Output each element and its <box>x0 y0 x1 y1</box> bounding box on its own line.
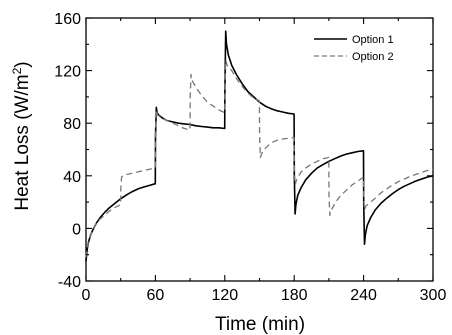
x-axis-label: Time (min) <box>215 314 305 335</box>
x-tick-label: 0 <box>82 287 91 304</box>
y-axis-label: Heat Loss (W/m2) <box>10 61 33 210</box>
y-tick-label: 160 <box>54 11 81 28</box>
y-tick-label: -40 <box>58 274 81 291</box>
series-line-option-1 <box>85 30 434 262</box>
series-line-option-2 <box>85 59 434 258</box>
y-axis-label-superscript: 2 <box>10 67 24 74</box>
x-tick-label: 300 <box>420 287 447 304</box>
x-tick-label: 60 <box>147 287 165 304</box>
x-tick-label: 120 <box>211 287 238 304</box>
y-axis-label-main: Heat Loss (W/m <box>12 74 33 210</box>
y-tick-label: 80 <box>63 116 81 133</box>
y-axis-label-end: ) <box>12 61 33 67</box>
axes <box>85 17 434 282</box>
x-tick-label: 240 <box>350 287 377 304</box>
series-lines <box>85 30 434 262</box>
x-tick-label: 180 <box>281 287 308 304</box>
legend: Option 1 Option 2 <box>314 34 394 63</box>
legend-label-option-1: Option 1 <box>352 34 394 46</box>
legend-label-option-2: Option 2 <box>352 51 394 63</box>
y-tick-label: 120 <box>54 64 81 81</box>
y-tick-label: 40 <box>63 169 81 186</box>
y-tick-label: 0 <box>72 221 81 238</box>
